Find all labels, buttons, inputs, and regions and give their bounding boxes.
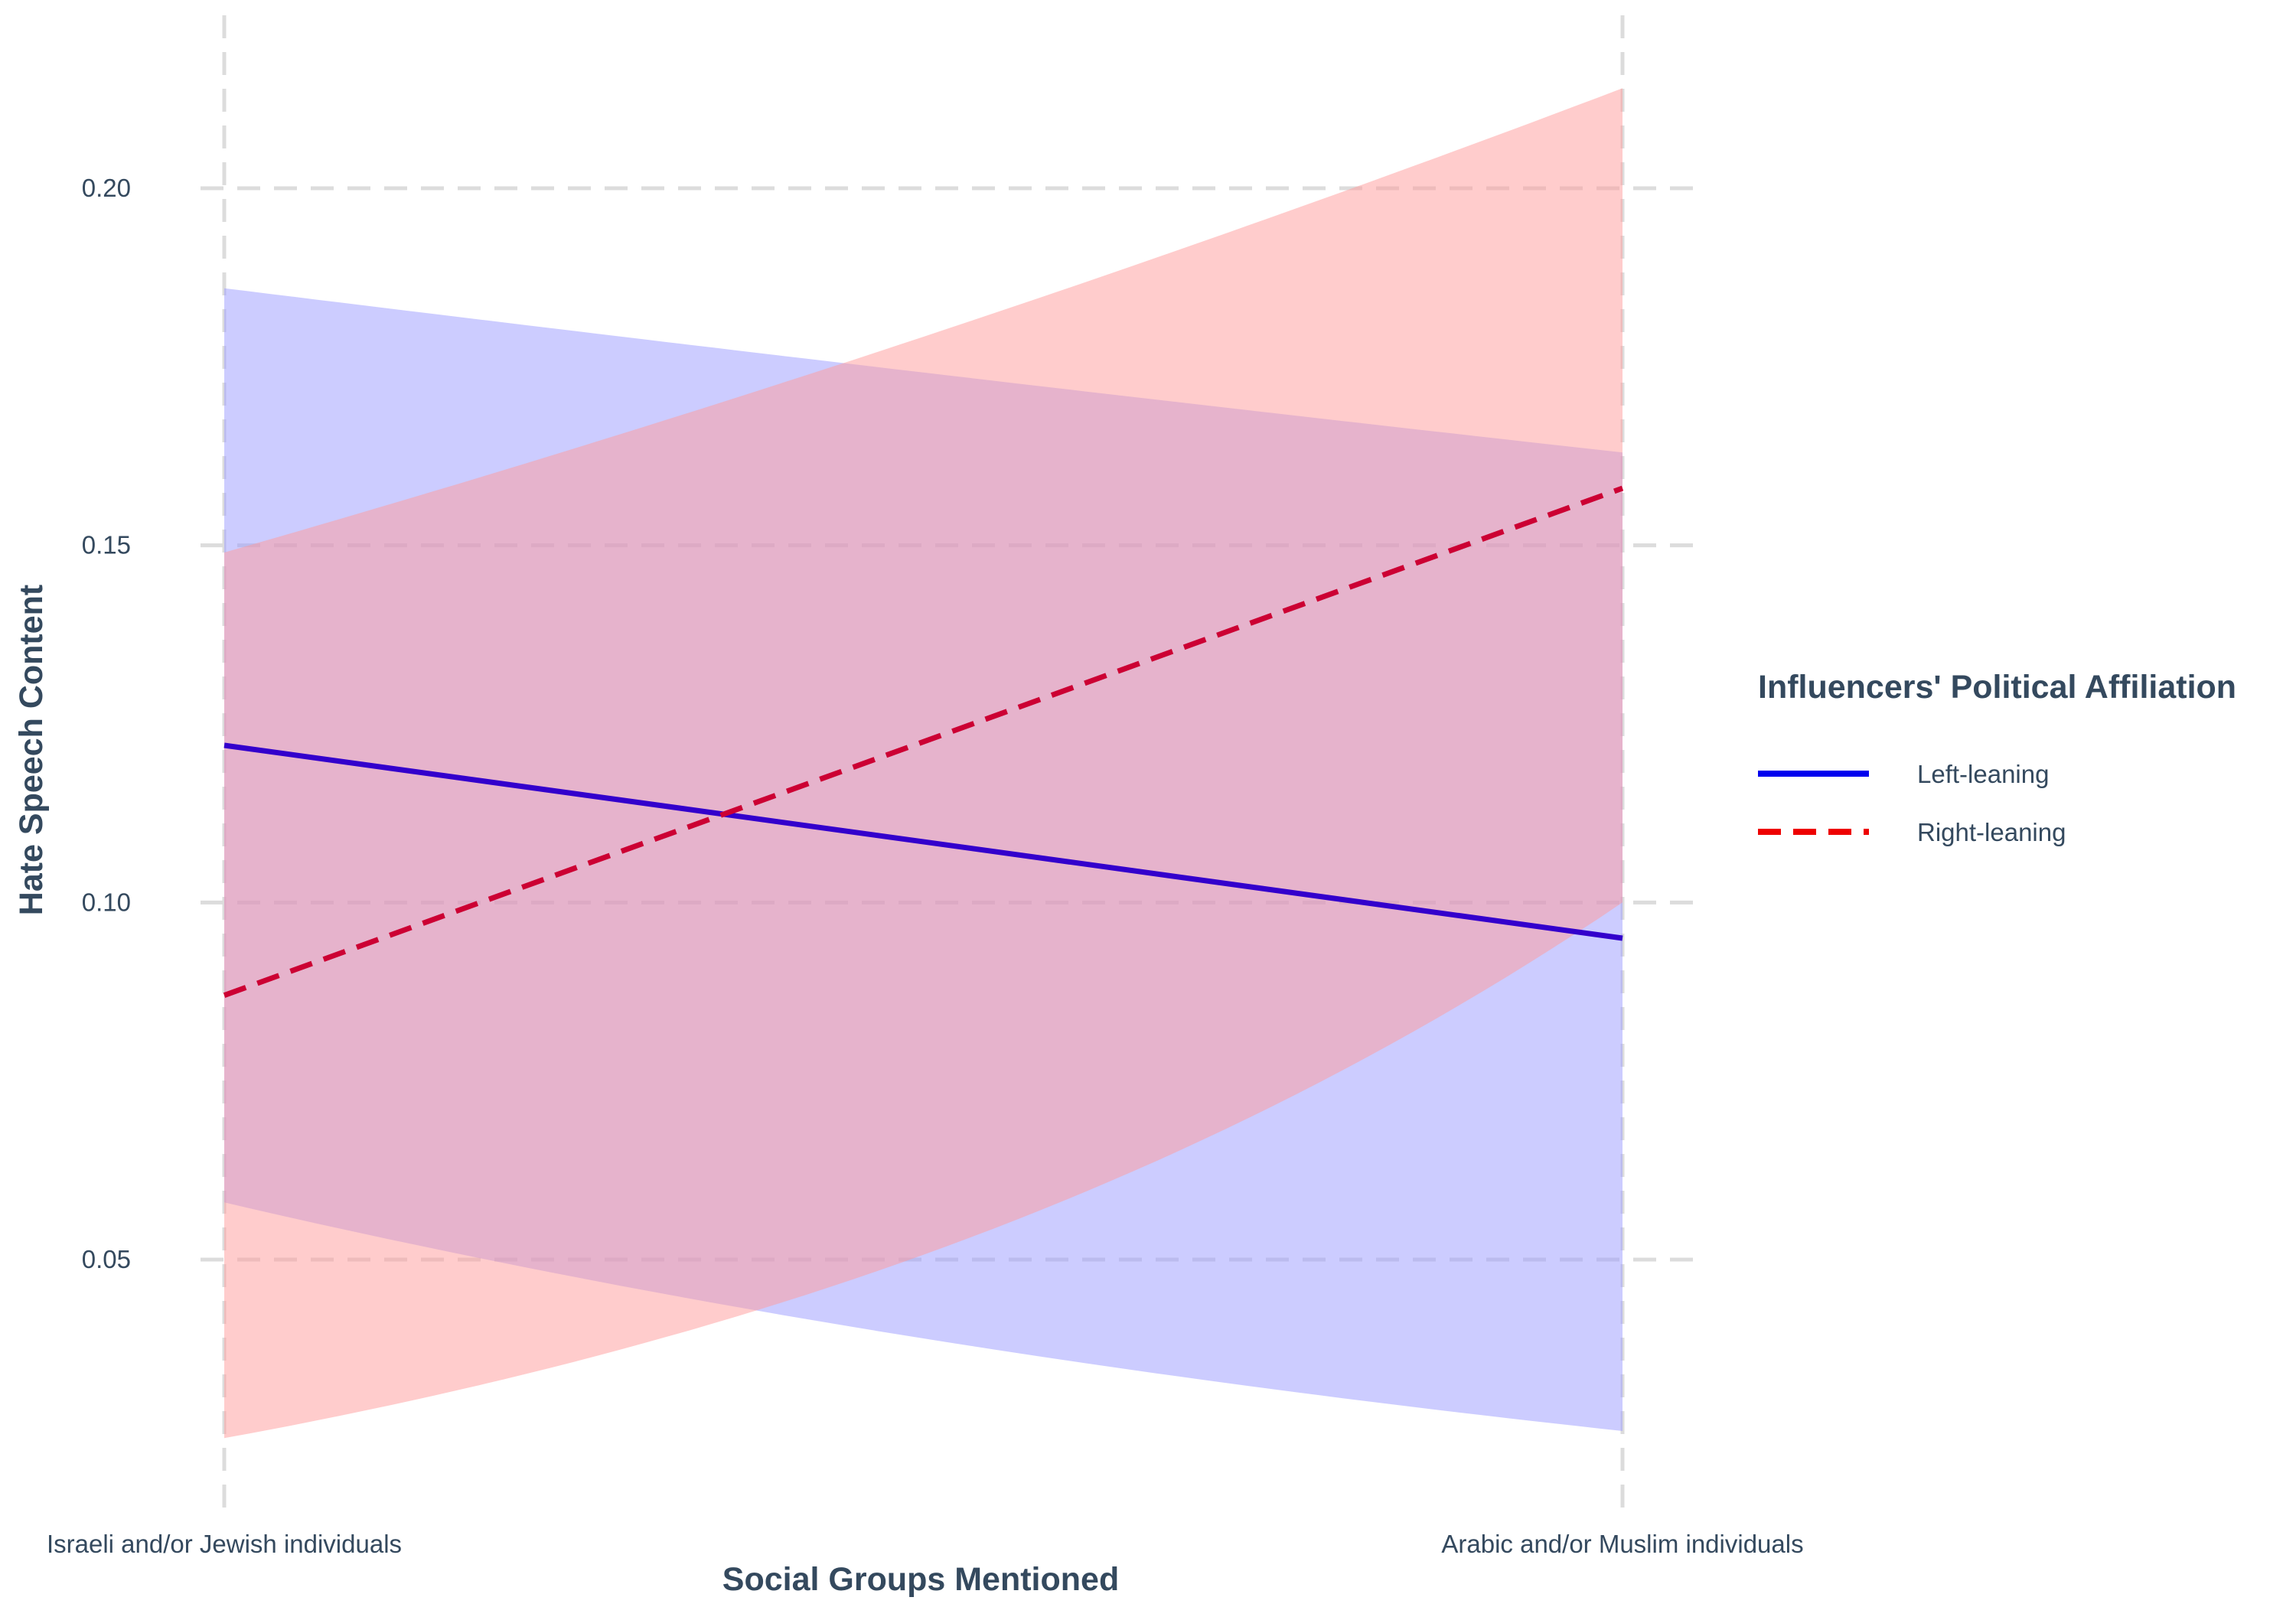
legend-label: Left-leaning [1917,760,2049,788]
series-line-right-leaning [223,485,1624,998]
y-tick-label: 0.20 [82,174,131,202]
y-tick-label: 0.15 [82,531,131,559]
legend-title: Influencers' Political Affiliation [1758,669,2236,706]
x-axis-title: Social Groups Mentioned [722,1561,1119,1598]
series-lines [223,485,1624,998]
legend: Influencers' Political Affiliation Left-… [1758,669,2236,846]
legend-items: Left-leaning Right-leaning [1758,760,2066,846]
x-tick-label: Israeli and/or Jewish individuals [47,1530,402,1558]
series-line-left-leaning [223,742,1623,941]
x-tick-label: Arabic and/or Muslim individuals [1441,1530,1803,1558]
tick-labels: 0.05 0.10 0.15 0.20 Israeli and/or Jewish in… [47,174,1804,1558]
y-tick-label: 0.05 [82,1245,131,1273]
confidence-bands [224,88,1623,1439]
legend-label: Right-leaning [1917,818,2066,846]
confidence-band-right-leaning [224,88,1623,1439]
y-tick-label: 0.10 [82,888,131,916]
y-axis-title: Hate Speech Content [13,585,50,915]
